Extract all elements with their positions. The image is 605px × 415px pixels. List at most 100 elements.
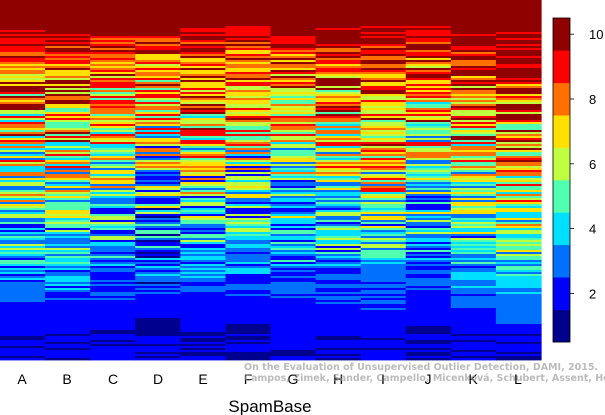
heatmap-cell	[90, 236, 136, 239]
heatmap-cell	[270, 220, 317, 223]
heatmap-cell	[225, 264, 272, 267]
heatmap-cell	[315, 154, 362, 157]
heatmap-cell	[90, 94, 136, 97]
heatmap-cell	[180, 162, 227, 165]
heatmap-cell	[225, 314, 272, 317]
heatmap-cell	[270, 222, 317, 225]
heatmap-cell	[180, 264, 227, 267]
heatmap-cell	[135, 186, 181, 189]
heatmap-cell	[0, 250, 46, 253]
heatmap-cell	[225, 42, 272, 45]
heatmap-cell	[45, 254, 91, 257]
heatmap-cell	[405, 136, 452, 139]
heatmap-cell	[450, 44, 497, 47]
heatmap-cell	[45, 18, 91, 21]
heatmap-cell	[360, 310, 407, 313]
heatmap-cell	[90, 286, 136, 289]
heatmap-cell	[0, 16, 46, 19]
heatmap-cell	[225, 194, 272, 197]
heatmap-cell	[0, 244, 46, 247]
heatmap-cell	[135, 58, 181, 61]
heatmap-cell	[135, 78, 181, 81]
heatmap-cell	[90, 234, 136, 237]
heatmap-cell	[0, 286, 46, 289]
heatmap-cell	[90, 342, 136, 345]
heatmap-cell	[180, 298, 227, 301]
heatmap-cell	[495, 344, 542, 347]
heatmap-cell	[135, 12, 181, 15]
heatmap-cell	[270, 276, 317, 279]
heatmap-cell	[225, 94, 272, 97]
column-k	[450, 0, 497, 361]
heatmap-cell	[135, 106, 181, 109]
heatmap-cell	[495, 208, 542, 211]
heatmap-cell	[405, 144, 452, 147]
heatmap-cell	[495, 148, 542, 151]
heatmap-cell	[495, 220, 542, 223]
heatmap-cell	[135, 140, 181, 143]
heatmap-cell	[90, 164, 136, 167]
heatmap-cell	[0, 232, 46, 235]
heatmap-cell	[360, 170, 407, 173]
heatmap-cell	[180, 168, 227, 171]
heatmap-cell	[45, 204, 91, 207]
heatmap-cell	[225, 240, 272, 243]
heatmap-cell	[405, 264, 452, 267]
heatmap-cell	[135, 304, 181, 307]
heatmap-cell	[135, 318, 181, 321]
heatmap-cell	[45, 210, 91, 213]
heatmap-cell	[0, 136, 46, 139]
heatmap-cell	[495, 14, 542, 17]
heatmap-cell	[0, 98, 46, 101]
heatmap-cell	[135, 126, 181, 129]
heatmap-cell	[360, 156, 407, 159]
heatmap-cell	[495, 312, 542, 315]
heatmap-cell	[135, 20, 181, 23]
heatmap-cell	[225, 224, 272, 227]
heatmap-cell	[450, 132, 497, 135]
heatmap-cell	[405, 38, 452, 41]
heatmap-cell	[405, 300, 452, 303]
heatmap-cell	[45, 36, 91, 39]
heatmap-cell	[225, 320, 272, 323]
heatmap-cell	[45, 184, 91, 187]
heatmap-cell	[135, 232, 181, 235]
heatmap-cell	[450, 270, 497, 273]
heatmap-cell	[135, 152, 181, 155]
heatmap-cell	[180, 142, 227, 145]
heatmap-cell	[135, 24, 181, 27]
heatmap-cell	[90, 220, 136, 223]
heatmap-cell	[0, 326, 46, 329]
heatmap-cell	[135, 142, 181, 145]
heatmap-cell	[450, 344, 497, 347]
heatmap-cell	[360, 54, 407, 57]
heatmap-cell	[180, 284, 227, 287]
heatmap-cell	[90, 324, 136, 327]
heatmap-cell	[405, 118, 452, 121]
heatmap-cell	[180, 18, 227, 21]
heatmap-cell	[225, 154, 272, 157]
heatmap-cell	[45, 102, 91, 105]
heatmap-cell	[225, 232, 272, 235]
heatmap-cell	[450, 200, 497, 203]
heatmap-cell	[180, 324, 227, 327]
heatmap-cell	[90, 12, 136, 15]
heatmap-cell	[270, 170, 317, 173]
heatmap-cell	[270, 234, 317, 237]
heatmap-cell	[315, 254, 362, 257]
heatmap-cell	[450, 352, 497, 355]
heatmap-cell	[360, 70, 407, 73]
heatmap-cell	[135, 292, 181, 295]
heatmap-cell	[315, 250, 362, 253]
heatmap-cell	[135, 190, 181, 193]
heatmap-cell	[0, 148, 46, 151]
heatmap-cell	[90, 134, 136, 137]
heatmap-cell	[180, 160, 227, 163]
heatmap-cell	[225, 274, 272, 277]
heatmap-cell	[135, 40, 181, 43]
heatmap-cell	[45, 54, 91, 57]
heatmap-cell	[135, 172, 181, 175]
heatmap-cell	[180, 180, 227, 183]
heatmap-cell	[270, 208, 317, 211]
